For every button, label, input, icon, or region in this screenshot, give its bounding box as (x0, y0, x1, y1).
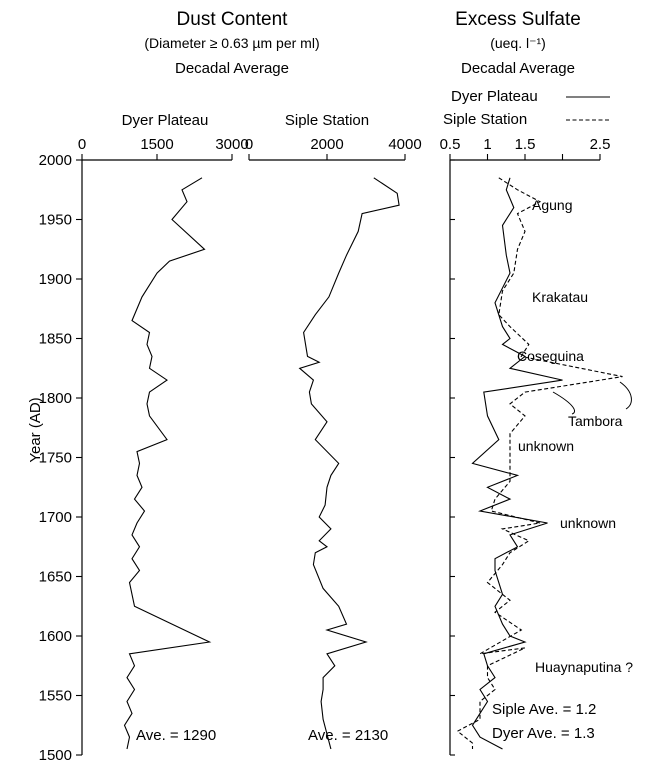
x-tick-label-0-0: 0 (78, 136, 86, 153)
x-tick-label-0-2: 3000 (215, 136, 248, 153)
annotation-coseguina: Coseguina (517, 348, 584, 364)
sulfate-subtitle-2: Decadal Average (461, 60, 575, 77)
y-tick-label-1800: 1800 (39, 390, 72, 407)
tambora-bracket (552, 391, 576, 415)
siple-dust-line (298, 177, 400, 750)
legend-siple-label: Siple Station (443, 111, 527, 128)
annotation-dyer-ave: Dyer Ave. = 1.3 (492, 725, 595, 742)
dyer-sulfate-line (471, 177, 563, 750)
annotation-huaynaputina: Huaynaputina ? (535, 659, 633, 675)
x-tick-label-2-1: 1 (483, 136, 491, 153)
y-tick-label-1950: 1950 (39, 212, 72, 229)
y-tick-label-1900: 1900 (39, 271, 72, 288)
x-tick-label-1-1: 2000 (310, 136, 343, 153)
dyer-axes (81, 159, 232, 755)
x-tick-label-1-2: 4000 (388, 136, 421, 153)
annotation-unknown-1750: unknown (518, 438, 574, 454)
annotation-siple-ave: Siple Ave. = 1.2 (492, 701, 596, 718)
siple-sulfate-line (456, 177, 623, 749)
tambora-curve (619, 381, 632, 410)
annotation-krakatau: Krakatau (532, 289, 588, 305)
y-tick-label-1600: 1600 (39, 628, 72, 645)
siple-panel-title: Siple Station (285, 112, 369, 129)
y-axis-label: Year (AD) (27, 397, 44, 462)
x-tick-label-1-0: 0 (245, 136, 253, 153)
y-tick-label-1700: 1700 (39, 509, 72, 526)
x-tick-label-2-2: 1.5 (515, 136, 536, 153)
dyer-panel-title: Dyer Plateau (122, 112, 209, 129)
y-tick-label-1750: 1750 (39, 450, 72, 467)
y-tick-label-1850: 1850 (39, 331, 72, 348)
x-tick-label-2-3: 2.5 (590, 136, 611, 153)
sulfate-title: Excess Sulfate (455, 9, 581, 30)
dust-subtitle: (Diameter ≥ 0.63 µm per ml) (144, 35, 319, 51)
dyer-ave-label: Ave. = 1290 (136, 727, 216, 744)
legend-dyer-label: Dyer Plateau (451, 88, 538, 105)
dust-title: Dust Content (177, 9, 289, 30)
annotation-unknown-1700: unknown (560, 515, 616, 531)
y-tick-label-2000: 2000 (39, 152, 72, 169)
x-tick-label-0-1: 1500 (140, 136, 173, 153)
annotation-tambora: Tambora (568, 413, 623, 429)
siple-ave-label: Ave. = 2130 (308, 727, 388, 744)
x-tick-label-2-0: 0.5 (440, 136, 461, 153)
sulfate-subtitle: (ueq. l⁻¹) (490, 35, 546, 51)
annotation-agung: Agung (532, 197, 572, 213)
dust-subtitle-2: Decadal Average (175, 60, 289, 77)
dyer-dust-line (123, 177, 212, 750)
y-tick-label-1650: 1650 (39, 569, 72, 586)
y-tick-label-1500: 1500 (39, 747, 72, 763)
y-tick-label-1550: 1550 (39, 688, 72, 705)
